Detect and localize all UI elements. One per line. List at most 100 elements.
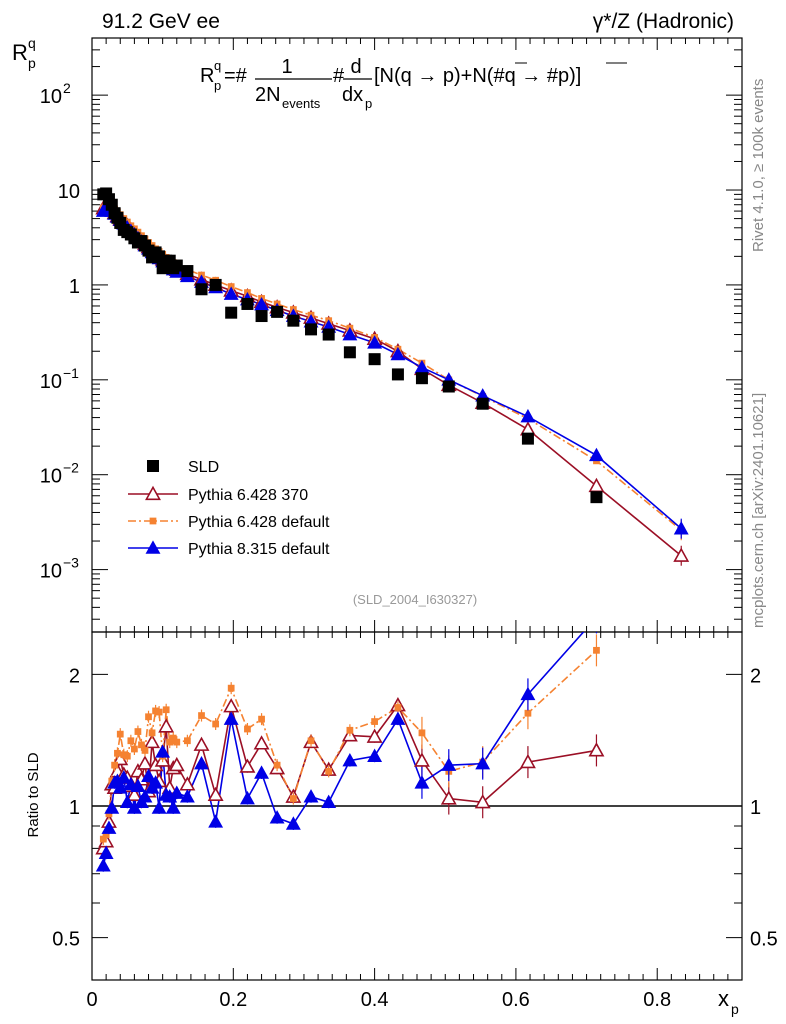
ratio-point <box>258 715 265 723</box>
legend-entry: Pythia 6.428 default <box>128 514 330 531</box>
ratio-point <box>254 765 270 779</box>
svg-text:#: # <box>333 65 345 87</box>
ratio-point <box>162 706 170 714</box>
ratio-point <box>325 768 333 775</box>
svg-text:events: events <box>282 96 321 111</box>
ratio-point <box>105 810 113 818</box>
svg-text:10: 10 <box>58 181 80 203</box>
svg-text:dx: dx <box>342 84 363 106</box>
ratio-point <box>239 790 255 805</box>
ratio-point <box>346 726 354 734</box>
svg-text:=#: =# <box>224 65 248 87</box>
ratio-point <box>303 789 319 803</box>
data-point <box>414 359 430 374</box>
data-point <box>589 447 604 462</box>
legend-entry: Pythia 6.428 370 <box>128 485 308 504</box>
data-point <box>342 326 358 341</box>
ratio-point <box>101 820 117 834</box>
y-tick-label-right: 1 <box>750 797 761 819</box>
ratio-point <box>155 744 171 758</box>
svg-text:R: R <box>12 40 28 65</box>
ratio-point <box>193 736 210 751</box>
legend-label: Pythia 6.428 default <box>188 514 330 531</box>
ratio-point <box>207 786 224 802</box>
y-tick-label: 0.5 <box>52 929 80 951</box>
legend: SLD Pythia 6.428 370 Pythia 6.428 default P… <box>128 459 330 558</box>
data-point <box>343 346 356 359</box>
analysis-label: (SLD_2004_I630327) <box>353 592 477 607</box>
svg-text:q: q <box>28 35 36 51</box>
svg-text:p: p <box>28 55 36 71</box>
data-point <box>368 353 381 366</box>
ratio-point <box>148 729 156 737</box>
ratio-point <box>123 752 131 760</box>
ratio-point <box>371 718 378 725</box>
x-tick-label: 0 <box>86 989 97 1011</box>
svg-text:10: 10 <box>40 561 62 583</box>
ratio-point <box>144 733 161 749</box>
data-point <box>476 397 489 410</box>
ratio-point <box>173 738 181 746</box>
ratio-point <box>116 770 132 784</box>
data-point <box>255 310 268 323</box>
ratio-point <box>179 789 195 803</box>
ratio-point <box>590 611 603 623</box>
ratio-point <box>184 737 191 745</box>
svg-text:p: p <box>214 78 221 93</box>
ratio-point <box>137 789 153 803</box>
svg-text:10: 10 <box>40 371 62 393</box>
ratio-point <box>413 752 430 767</box>
ratio-point <box>155 708 163 716</box>
svg-text:p: p <box>365 96 372 111</box>
ratio-point <box>289 795 297 802</box>
ratio-point <box>130 778 146 792</box>
svg-text:−3: −3 <box>63 555 79 571</box>
svg-text:x: x <box>718 986 729 1011</box>
ratio-point <box>179 776 196 791</box>
ratio-point <box>138 741 145 749</box>
svg-text:1: 1 <box>281 56 292 78</box>
data-point <box>209 278 222 291</box>
ratio-point <box>151 800 167 814</box>
y-tick-label: 10 2 <box>40 80 71 108</box>
legend-marker <box>145 485 161 501</box>
data-point <box>271 305 284 318</box>
ratio-point <box>208 814 224 828</box>
ratio-point <box>126 786 143 802</box>
svg-text:d: d <box>350 56 361 78</box>
ratio-point <box>475 755 491 770</box>
data-point <box>254 296 270 311</box>
ratio-point <box>116 730 124 738</box>
y-tick-label: 1 <box>69 276 80 298</box>
ratio-point <box>95 858 111 872</box>
data-point <box>287 314 300 327</box>
ratio-point <box>273 761 281 769</box>
legend-marker <box>147 460 159 472</box>
ratio-point <box>269 810 285 824</box>
ratio-point <box>285 816 301 830</box>
legend-entry: SLD <box>147 459 219 476</box>
y-tick-label: 10 <box>58 181 80 203</box>
ratio-point <box>111 761 118 769</box>
ratio-point <box>141 747 149 754</box>
legend-entry: Pythia 8.315 default <box>128 540 330 558</box>
ratio-point <box>593 646 600 654</box>
data-point <box>673 521 689 535</box>
svg-text:1: 1 <box>69 276 80 298</box>
ratio-point <box>519 753 536 769</box>
data-point <box>322 328 335 341</box>
ratio-point <box>223 711 239 725</box>
ratio-point <box>440 790 457 805</box>
x-tick-label: 0.4 <box>361 989 389 1011</box>
ratio-point <box>194 755 209 770</box>
ratio-point <box>366 728 383 743</box>
svg-text:2: 2 <box>63 80 71 96</box>
header-left-title: 91.2 GeV ee <box>102 10 220 33</box>
ratio-point <box>165 800 181 814</box>
ratio-point <box>104 800 120 814</box>
ratio-point <box>307 737 315 745</box>
formula: R q p =# 1 2N events # d dx p [N(q → p)+… <box>200 56 627 111</box>
ratio-panel: 0.5 0.5 1 1 2 2 0 0.2 0.4 0.6 0.8 <box>52 611 778 1011</box>
